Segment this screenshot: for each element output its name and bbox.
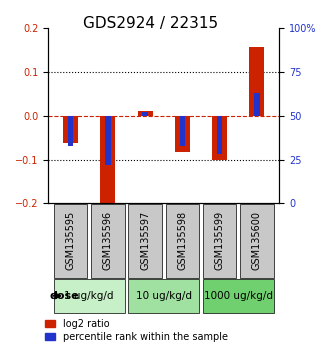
Bar: [68, 116, 73, 145]
Text: 1000 ug/kg/d: 1000 ug/kg/d: [204, 291, 273, 301]
Text: GSM135595: GSM135595: [65, 211, 75, 270]
Bar: [212, 116, 227, 160]
FancyBboxPatch shape: [240, 204, 274, 278]
FancyBboxPatch shape: [203, 204, 236, 278]
FancyBboxPatch shape: [54, 204, 87, 278]
Text: GSM135598: GSM135598: [177, 211, 187, 270]
FancyBboxPatch shape: [128, 204, 162, 278]
Text: GSM135596: GSM135596: [103, 211, 113, 270]
Text: GSM135600: GSM135600: [252, 211, 262, 270]
Bar: [100, 116, 115, 206]
Bar: [249, 47, 265, 116]
Bar: [217, 116, 222, 154]
Bar: [142, 112, 148, 116]
FancyBboxPatch shape: [91, 204, 125, 278]
Text: GSM135599: GSM135599: [215, 211, 225, 270]
Bar: [63, 116, 78, 143]
FancyBboxPatch shape: [54, 279, 125, 313]
Text: GSM135597: GSM135597: [140, 211, 150, 270]
Text: GDS2924 / 22315: GDS2924 / 22315: [83, 16, 218, 31]
Text: 10 ug/kg/d: 10 ug/kg/d: [136, 291, 192, 301]
Legend: log2 ratio, percentile rank within the sample: log2 ratio, percentile rank within the s…: [41, 315, 232, 346]
Bar: [175, 116, 190, 152]
FancyBboxPatch shape: [128, 279, 199, 313]
Bar: [254, 93, 260, 116]
Bar: [179, 116, 185, 145]
Bar: [105, 116, 111, 165]
FancyBboxPatch shape: [166, 204, 199, 278]
FancyBboxPatch shape: [203, 279, 274, 313]
Bar: [138, 110, 152, 116]
Text: 1 ug/kg/d: 1 ug/kg/d: [65, 291, 114, 301]
Text: dose: dose: [50, 291, 79, 301]
